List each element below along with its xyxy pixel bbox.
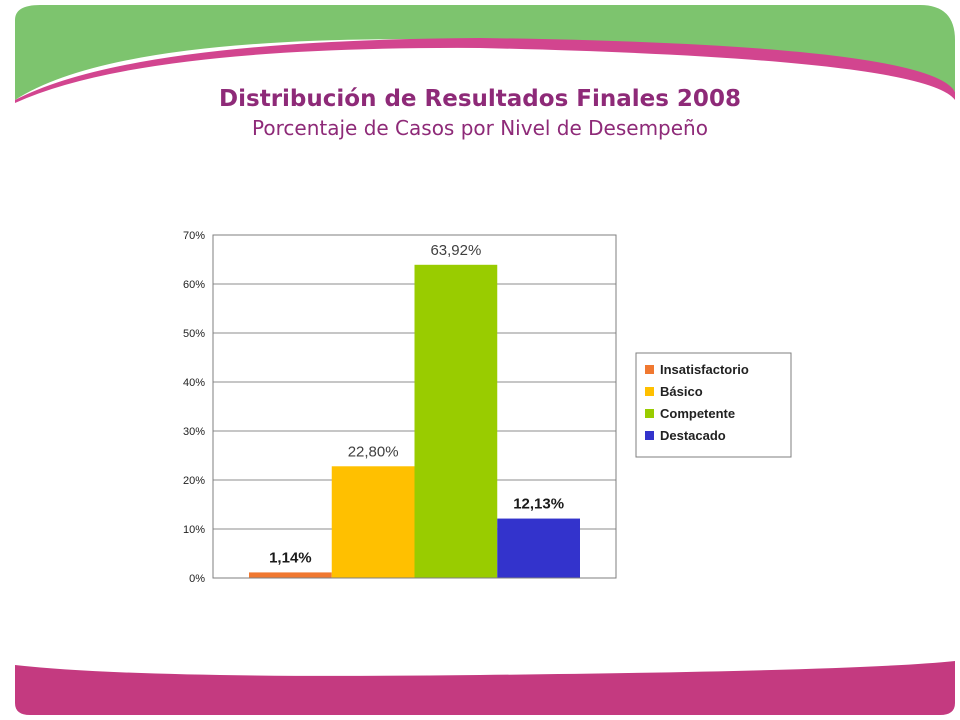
legend-label: Competente (660, 406, 735, 421)
y-tick-label: 30% (183, 426, 205, 438)
y-tick-label: 70% (183, 230, 205, 242)
bar-insatisfactorio (249, 572, 332, 578)
top-banner-magenta-stripe (15, 38, 955, 103)
legend-swatch (645, 365, 654, 374)
y-tick-label: 50% (183, 328, 205, 340)
bars (249, 264, 580, 578)
legend-box (635, 352, 792, 458)
y-axis-tick-labels: 0% 10% 20% 30% 40% 50% 60% 70% (183, 230, 205, 585)
y-tick-label: 0% (189, 573, 205, 585)
bar-competente (414, 264, 498, 578)
y-tick-label: 20% (183, 475, 205, 487)
legend-swatch (645, 387, 654, 396)
plot-border (212, 234, 617, 579)
top-banner (15, 5, 955, 103)
bottom-banner-magenta-swoosh (15, 661, 955, 715)
bar-data-labels: 1,14% 22,80% 63,92% 12,13% (269, 242, 564, 567)
y-tick-label: 60% (183, 279, 205, 291)
legend-label: Básico (660, 384, 703, 399)
bar-data-label: 12,13% (513, 496, 564, 513)
page-title: Distribución de Resultados Finales 2008 (219, 86, 741, 112)
bar-destacado (497, 518, 580, 578)
page-subtitle: Porcentaje de Casos por Nivel de Desempe… (252, 116, 708, 140)
legend-swatch (645, 409, 654, 418)
legend-swatch (645, 431, 654, 440)
legend: Insatisfactorio Básico Competente Destacado (635, 352, 792, 458)
bottom-banner (15, 661, 955, 715)
top-banner-green-swoosh (15, 5, 955, 100)
bar-data-label: 63,92% (430, 242, 481, 259)
y-tick-label: 40% (183, 377, 205, 389)
legend-label: Insatisfactorio (660, 362, 749, 377)
y-tick-label: 10% (183, 524, 205, 536)
bar-chart: 0% 10% 20% 30% 40% 50% 60% 70% 1,14% 22,80% 63,92… (183, 230, 792, 585)
bar-b-sico (331, 466, 415, 578)
bar-data-label: 1,14% (269, 549, 312, 566)
bar-data-label: 22,80% (348, 443, 399, 460)
legend-label: Destacado (660, 428, 726, 443)
